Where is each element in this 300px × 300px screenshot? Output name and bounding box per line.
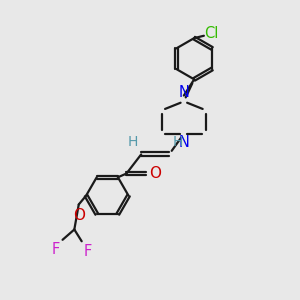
Text: O: O — [73, 208, 85, 223]
Text: O: O — [149, 166, 161, 181]
Text: H: H — [127, 135, 138, 149]
Text: H: H — [173, 135, 183, 149]
Text: Cl: Cl — [205, 26, 219, 41]
Text: N: N — [178, 135, 189, 150]
Text: N: N — [178, 85, 189, 100]
Text: F: F — [52, 242, 60, 257]
Text: F: F — [84, 244, 92, 259]
